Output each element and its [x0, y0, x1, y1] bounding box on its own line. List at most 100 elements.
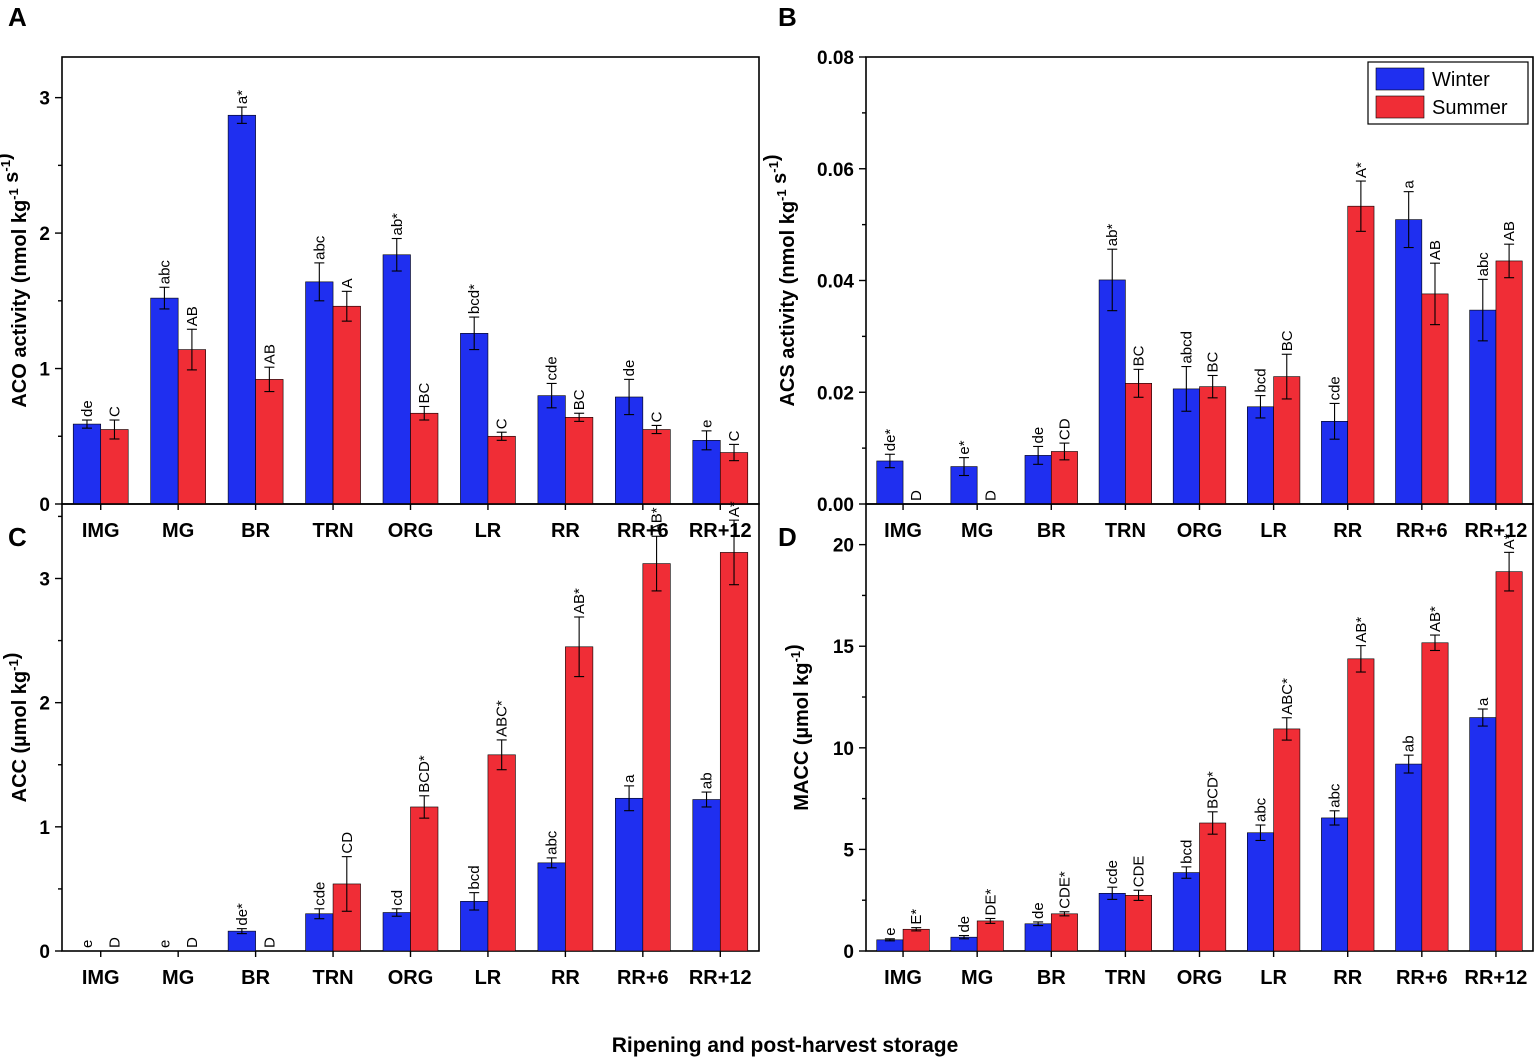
x-tick-label: BR [241, 967, 270, 989]
significance-label: ABC* [494, 700, 511, 737]
y-tick-label: 15 [833, 637, 855, 658]
significance-label: BC [1131, 345, 1148, 366]
panel-A: 0 1 2 3 ACO activity (nmol kg-1 s-1) A IMG de C M… [0, 2, 760, 542]
y-tick-label: 0.04 [817, 272, 854, 293]
significance-label: A* [1353, 162, 1370, 178]
summer-bar [1125, 383, 1152, 505]
significance-label: abc [1327, 783, 1344, 808]
y-tick-label: 0 [39, 942, 50, 963]
significance-label: BC [571, 389, 588, 410]
significance-label: de [956, 916, 973, 933]
winter-bar [227, 114, 256, 505]
significance-label: abcd [1178, 331, 1195, 364]
significance-label: CD [339, 832, 356, 854]
significance-label: abc [544, 830, 561, 855]
y-tick-label: 20 [833, 536, 854, 557]
significance-label: e [79, 940, 96, 948]
y-tick-label: 0 [39, 495, 50, 516]
significance-label: CD [1056, 418, 1073, 440]
significance-label: cd [389, 890, 406, 906]
summer-bar [719, 552, 749, 952]
x-tick-label: IMG [884, 967, 922, 989]
significance-label: de [621, 360, 638, 377]
significance-label: de* [882, 429, 899, 452]
winter-bar [1024, 923, 1052, 952]
significance-label: de [79, 400, 96, 417]
winter-bar [1098, 892, 1126, 952]
summer-bar [1199, 386, 1227, 505]
y-axis-label: ACS activity (nmol kg-1 s-1) [761, 154, 799, 406]
x-tick-label: MG [961, 967, 993, 989]
summer-bar [255, 379, 284, 505]
panel-D: 0 5 10 15 20 MACC (µmol kg-1) D IMG e E* MG de DE* BR… [778, 503, 1534, 989]
x-tick-label: LR [475, 967, 502, 989]
significance-label: a* [234, 90, 251, 104]
winter-bar [1321, 817, 1349, 952]
winter-bar [537, 395, 566, 505]
x-tick-label: IMG [82, 967, 120, 989]
summer-bar [1347, 658, 1375, 952]
significance-label: ab [699, 772, 716, 789]
summer-bar [487, 435, 516, 505]
x-tick-label: BR [241, 520, 270, 542]
x-tick-label: IMG [82, 520, 120, 542]
x-tick-label: LR [1260, 520, 1287, 542]
significance-label: de [1030, 427, 1047, 444]
x-tick-label: RR+12 [1465, 520, 1528, 542]
significance-label: A [339, 278, 356, 288]
y-tick-label: 2 [39, 224, 50, 245]
significance-label: AB [261, 344, 278, 364]
winter-bar [1247, 406, 1274, 505]
y-tick-label: 0.02 [817, 383, 854, 404]
significance-label: BC [416, 382, 433, 403]
summer-bar [410, 806, 439, 952]
x-tick-label: MG [162, 967, 194, 989]
x-tick-label: RR+12 [1465, 967, 1528, 989]
summer-bar [100, 429, 129, 505]
summer-bar [642, 429, 671, 505]
x-tick-label: MG [162, 520, 194, 542]
y-tick-label: 0.00 [817, 495, 854, 516]
legend: Winter Summer [1367, 61, 1529, 125]
significance-label: A* [726, 501, 743, 517]
y-tick-label: 5 [843, 840, 854, 861]
x-tick-label: LR [475, 520, 502, 542]
winter-bar [537, 862, 566, 952]
significance-label: cde [1327, 376, 1344, 400]
x-tick-label: TRN [1105, 520, 1146, 542]
significance-label: cde [544, 356, 561, 380]
panel-label: A [8, 2, 27, 32]
legend-label-winter: Winter [1432, 69, 1490, 91]
summer-bar [976, 920, 1004, 952]
significance-label: A* [1501, 533, 1518, 549]
summer-bar [642, 563, 671, 952]
significance-label: C [494, 418, 511, 429]
significance-label: bcd [1178, 840, 1195, 864]
significance-label: de [1030, 902, 1047, 919]
winter-bar [460, 901, 489, 952]
significance-label: BCD* [416, 755, 433, 793]
significance-label: ABC* [1279, 678, 1296, 715]
summer-bar [565, 646, 594, 952]
winter-bar [1395, 219, 1423, 505]
legend-label-summer: Summer [1432, 97, 1508, 119]
panel-label: C [8, 522, 27, 552]
significance-label: D [261, 937, 278, 948]
summer-bar [1347, 205, 1375, 505]
x-tick-label: ORG [1177, 520, 1223, 542]
significance-label: e [882, 927, 899, 935]
y-axis-label: ACO activity (nmol kg-1 s-1) [0, 153, 31, 407]
x-tick-label: ORG [388, 520, 434, 542]
summer-bar [1199, 822, 1227, 952]
x-tick-label: BR [1037, 520, 1066, 542]
x-tick-label: BR [1037, 967, 1066, 989]
significance-label: D [106, 937, 123, 948]
summer-bar [1421, 293, 1449, 505]
y-tick-label: 3 [39, 570, 50, 591]
summer-bar [1421, 642, 1449, 952]
summer-bar [1273, 728, 1301, 952]
y-tick-label: 0.08 [817, 48, 854, 69]
significance-label: AB* [571, 588, 588, 614]
significance-label: AB* [649, 507, 666, 533]
